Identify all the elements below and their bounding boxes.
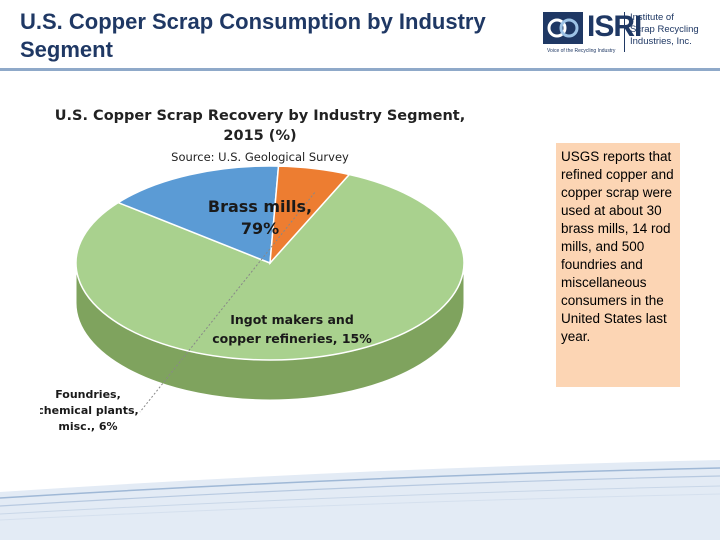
isri-logo: ISRI Voice of the Recycling Industry Ins… bbox=[543, 8, 713, 60]
logo-org-name: Institute of Scrap Recycling Industries,… bbox=[630, 12, 699, 48]
logo-line: Scrap Recycling bbox=[630, 24, 699, 35]
pie-slice-label: Ingot makers and copper refineries, 15% bbox=[212, 312, 372, 346]
pie-slice bbox=[75, 173, 465, 361]
chart-subtitle: Source: U.S. Geological Survey bbox=[171, 150, 349, 164]
pie-svg: Brass mills, 79% Ingot makers and copper re… bbox=[40, 165, 465, 433]
title-divider bbox=[0, 68, 720, 71]
chart-title-line: 2015 (%) bbox=[223, 128, 297, 144]
pie-slice-label: Foundries, chemical plants, misc., 6% bbox=[40, 388, 139, 433]
pie-slice bbox=[269, 165, 351, 266]
logo-divider bbox=[624, 12, 625, 52]
slide-title: U.S. Copper Scrap Consumption by Industr… bbox=[20, 9, 486, 62]
logo-line: Institute of bbox=[630, 12, 674, 23]
pie-slice-label: Brass mills, 79% bbox=[208, 197, 312, 238]
pie-chart: U.S. Copper Scrap Recovery by Industry S… bbox=[40, 96, 500, 446]
chart-title: U.S. Copper Scrap Recovery by Industry S… bbox=[40, 106, 480, 146]
logo-line: Industries, Inc. bbox=[630, 36, 692, 47]
isri-logo-icon bbox=[543, 12, 583, 44]
logo-wordmark: ISRI bbox=[587, 10, 642, 43]
footer-swoosh bbox=[0, 458, 720, 540]
note-box: USGS reports that refined copper and cop… bbox=[556, 143, 680, 387]
label-leader-line bbox=[139, 192, 316, 413]
chart-title-line: U.S. Copper Scrap Recovery by Industry S… bbox=[54, 108, 466, 124]
logo-tagline: Voice of the Recycling Industry bbox=[547, 48, 616, 54]
pie-slice bbox=[116, 165, 280, 265]
